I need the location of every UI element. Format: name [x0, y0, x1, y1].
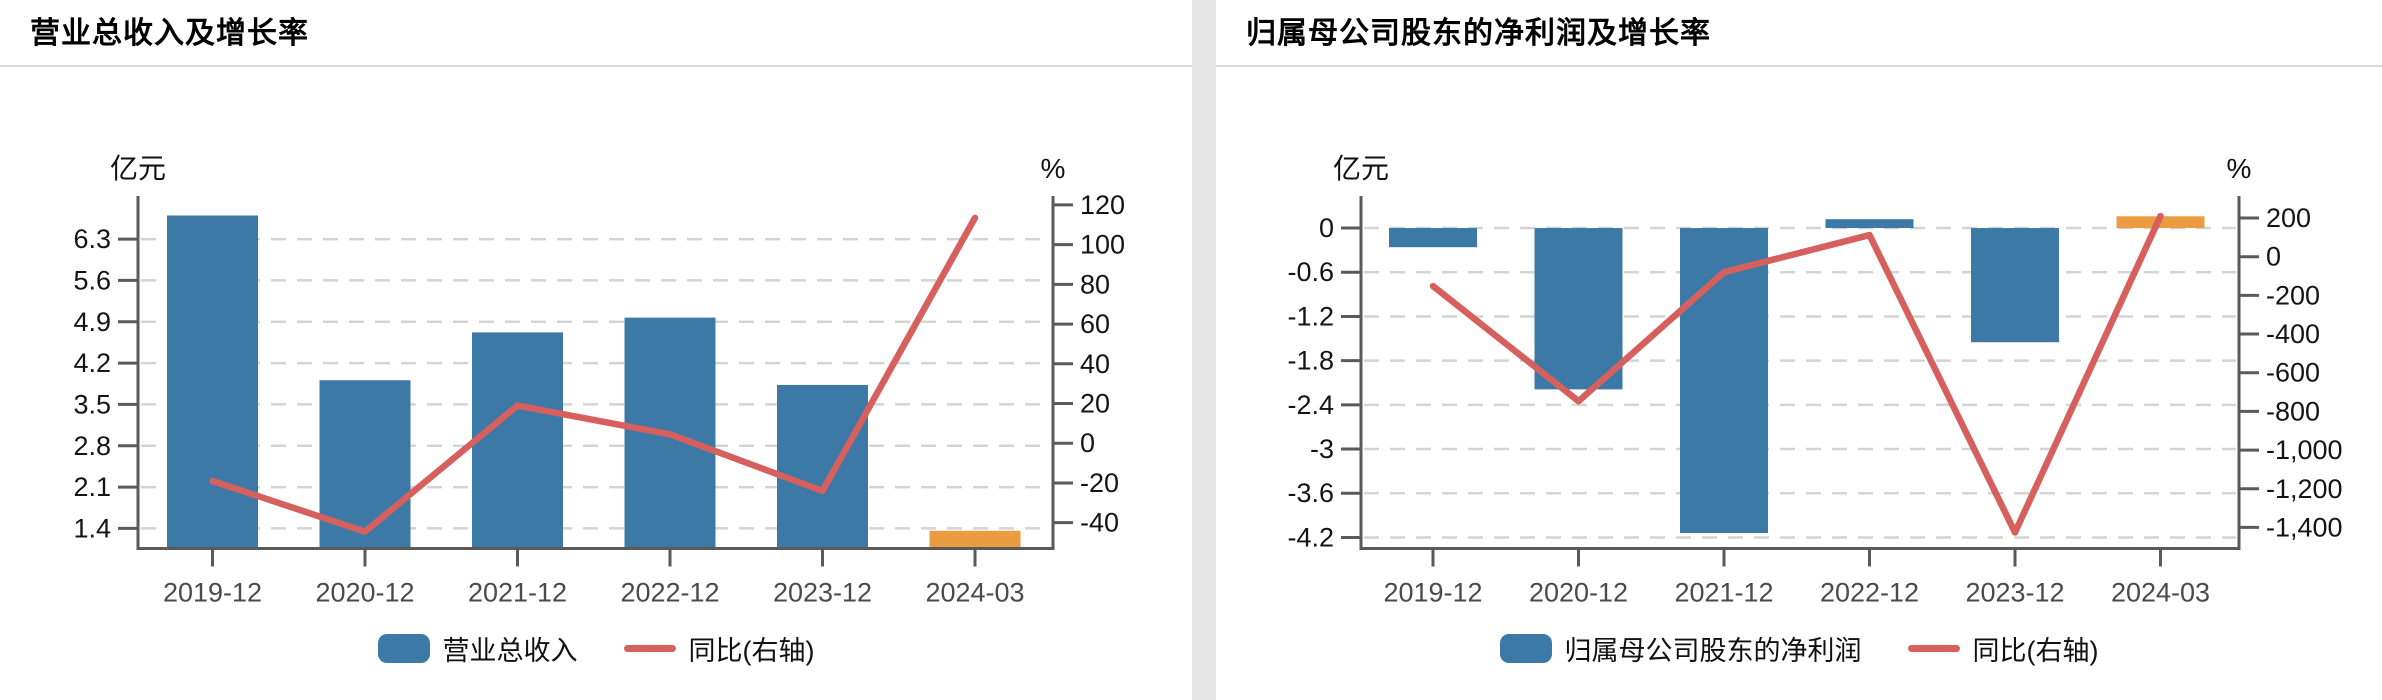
net-profit-chart[interactable]: 0 -0.6 -1.2 -1.8 -2.4 -3 -3.6 -4.2 200 0 -200 -400 -…: [1216, 0, 2382, 700]
left-axis-tick-label: -1.2: [1287, 301, 1334, 331]
left-axis-tick-label: 2.1: [73, 472, 111, 502]
left-axis-tick-label: -3: [1310, 434, 1334, 464]
right-axis-tick-label: -1,000: [2266, 435, 2343, 465]
x-axis-label: 2024-03: [2111, 578, 2210, 608]
right-axis-tick-label: -600: [2266, 358, 2320, 388]
revenue-panel-title: 营业总收入及增长率: [30, 17, 309, 50]
right-axis-tick-label: 0: [2266, 242, 2281, 272]
x-axis-label: 2019-12: [1383, 578, 1482, 608]
x-axis-label: 2021-12: [1674, 578, 1773, 608]
left-axis-tick-label: -2.4: [1287, 390, 1334, 420]
left-axis-unit-label: 亿元: [1333, 153, 1389, 184]
right-axis-tick-label: -400: [2266, 319, 2320, 349]
left-axis-tick-label: 0: [1319, 213, 1334, 243]
net-profit-panel-title: 归属母公司股东的净利润及增长率: [1246, 17, 1711, 50]
net-profit-chart-legend: 归属母公司股东的净利润 同比(右轴): [1216, 629, 2382, 668]
left-axis-unit-label: 亿元: [110, 153, 166, 184]
right-axis-tick-label: 40: [1080, 349, 1110, 379]
x-axis-label: 2020-12: [1529, 578, 1628, 608]
bar-2019-12: [1389, 228, 1477, 248]
right-axis-tick-label: 200: [2266, 203, 2311, 233]
bar-2021-12: [1680, 228, 1768, 534]
x-axis-label: 2021-12: [468, 578, 567, 608]
right-axis-tick-label: 100: [1080, 230, 1125, 260]
yoy-line: [209, 214, 979, 535]
legend-item-yoy-line[interactable]: 同比(右轴): [1907, 629, 2099, 668]
bar-2021-12: [472, 332, 563, 549]
right-axis-tick-label: -800: [2266, 396, 2320, 426]
bar-2023-12: [777, 384, 868, 549]
title-divider: [0, 65, 1192, 67]
right-axis-tick-label: -200: [2266, 280, 2320, 310]
bar-2020-12: [1534, 228, 1623, 390]
x-axis-label: 2022-12: [1820, 578, 1919, 608]
left-axis-tick-label: 4.2: [73, 348, 111, 378]
left-axis-tick-label: 1.4: [73, 513, 111, 543]
right-axis-tick-label: 60: [1080, 309, 1110, 339]
bar-2024-03: [929, 530, 1021, 549]
line-series-swatch: [1907, 645, 1960, 652]
bar-series-swatch: [1499, 634, 1552, 663]
bar-series-swatch: [377, 634, 430, 663]
revenue-panel: 营业总收入及增长率 6.3 5.6 4.9 4.2 3.5 2.8 2.1 1.4 120 100…: [0, 0, 1192, 700]
right-axis-tick-label: -1,200: [2266, 474, 2343, 504]
x-axis-label: 2019-12: [163, 578, 262, 608]
left-axis-tick-label: -1.8: [1287, 346, 1334, 376]
title-divider: [1216, 65, 2382, 67]
legend-item-net-profit-bar[interactable]: 归属母公司股东的净利润: [1499, 629, 1862, 668]
right-axis-tick-label: 120: [1080, 190, 1125, 220]
left-axis-tick-label: -0.6: [1287, 257, 1334, 287]
left-axis-tick-label: -4.2: [1287, 522, 1334, 552]
right-axis-tick-label: 0: [1080, 428, 1095, 458]
legend-label-yoy: 同比(右轴): [1972, 636, 2099, 666]
legend-label-net-profit: 归属母公司股东的净利润: [1564, 636, 1862, 666]
left-axis-tick-label: 3.5: [73, 389, 111, 419]
right-axis-tick-label: -40: [1080, 508, 1119, 538]
left-axis-tick-label: 2.8: [73, 431, 111, 461]
left-axis-tick-label: 5.6: [73, 265, 111, 295]
net-profit-panel: 归属母公司股东的净利润及增长率 0 -0.6 -1.2 -1.8 -2.4 -3 -3.6 -…: [1216, 0, 2382, 700]
right-axis-tick-label: 80: [1080, 269, 1110, 299]
legend-item-revenue-bar[interactable]: 营业总收入: [377, 629, 578, 668]
panel-divider: [1192, 0, 1216, 700]
revenue-chart-legend: 营业总收入 同比(右轴): [0, 629, 1192, 668]
right-axis-unit-label: %: [2227, 153, 2252, 184]
x-axis-label: 2022-12: [620, 578, 719, 608]
x-axis-label: 2024-03: [925, 578, 1024, 608]
left-axis-tick-label: 4.9: [73, 307, 111, 337]
legend-label-revenue: 营业总收入: [442, 636, 578, 666]
legend-label-yoy: 同比(右轴): [688, 636, 815, 666]
yoy-line: [1429, 212, 2164, 536]
revenue-chart[interactable]: 6.3 5.6 4.9 4.2 3.5 2.8 2.1 1.4 120 100 80 60 40 20 0 -…: [0, 0, 1192, 700]
left-axis-tick-label: -3.6: [1287, 478, 1334, 508]
bar-2019-12: [167, 215, 258, 549]
bar-2022-12: [1825, 219, 1914, 229]
legend-item-yoy-line[interactable]: 同比(右轴): [623, 629, 815, 668]
right-axis-tick-label: -1,400: [2266, 512, 2343, 542]
x-axis-label: 2020-12: [315, 578, 414, 608]
right-axis-unit-label: %: [1041, 153, 1066, 184]
right-axis-tick-label: -20: [1080, 468, 1119, 498]
line-series-swatch: [623, 645, 676, 652]
x-axis-label: 2023-12: [773, 578, 872, 608]
right-axis-tick-label: 20: [1080, 389, 1110, 419]
bar-2023-12: [1971, 228, 2059, 343]
x-axis-label: 2023-12: [1965, 578, 2064, 608]
left-axis-tick-label: 6.3: [73, 224, 111, 254]
